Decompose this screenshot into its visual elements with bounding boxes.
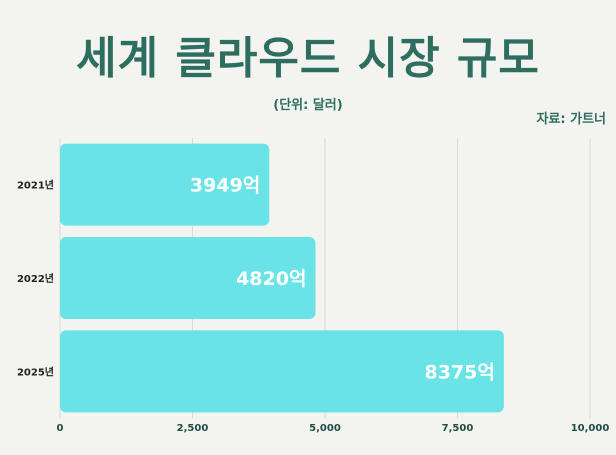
bars (60, 143, 504, 413)
chart-subtitle-unit: (단위: 달러) (273, 98, 343, 113)
category-labels: 2021년 2022년 2025년 (17, 179, 54, 379)
category-label: 2025년 (17, 365, 54, 378)
x-tick-label: 2,500 (177, 423, 209, 434)
data-label: 3949억 (190, 175, 260, 197)
chart-title: 세계 클라우드 시장 규모 (76, 33, 540, 84)
x-tick-label: 0 (57, 423, 64, 434)
bar (60, 237, 316, 319)
bar (60, 143, 270, 226)
data-label: 8375억 (425, 361, 495, 383)
category-label: 2021년 (17, 179, 54, 192)
data-labels: 3949억 4820억 8375억 (190, 175, 495, 384)
x-tick-label: 7,500 (442, 423, 474, 434)
category-label: 2022년 (17, 272, 54, 285)
x-tick-label: 5,000 (309, 423, 341, 434)
x-axis-ticks: 0 2,500 5,000 7,500 10,000 (57, 423, 610, 434)
bar (60, 330, 504, 413)
x-tick-label: 10,000 (571, 423, 610, 434)
source-label: 자료: 가트너 (536, 112, 606, 127)
data-label: 4820억 (236, 268, 306, 290)
